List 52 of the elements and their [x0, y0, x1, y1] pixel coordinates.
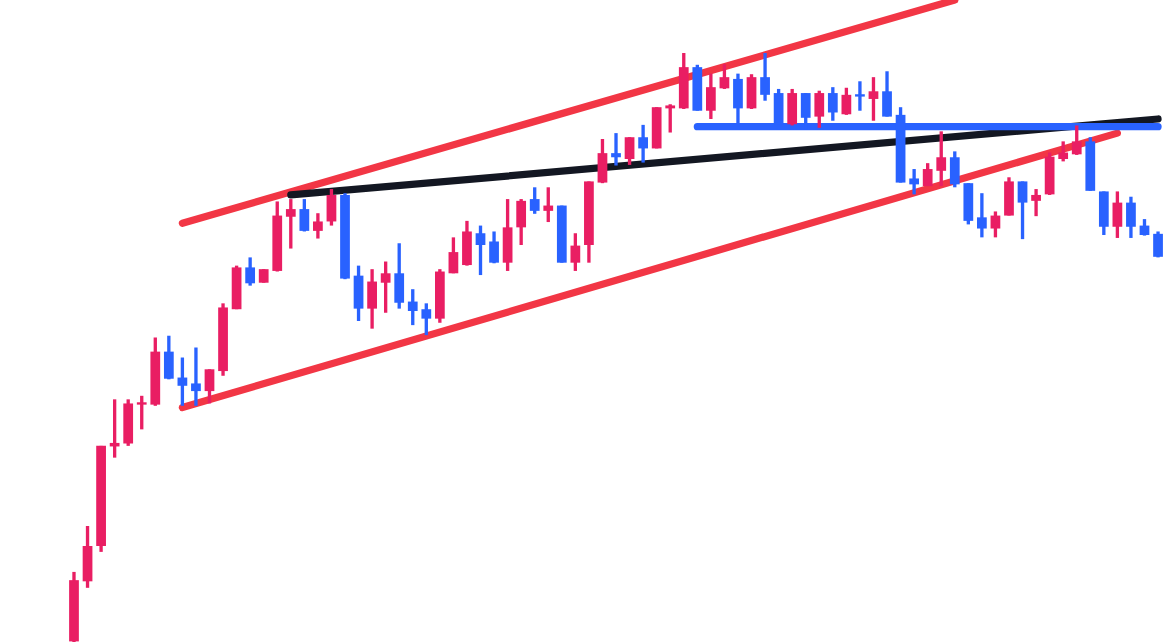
candlestick — [855, 79, 865, 113]
candlestick — [502, 197, 513, 273]
candlestick — [1004, 175, 1014, 218]
candlestick — [705, 71, 716, 121]
candlestick — [1031, 187, 1041, 218]
candlestick — [82, 524, 93, 590]
candlestick — [204, 367, 215, 406]
candlestick — [1112, 189, 1123, 240]
candlestick — [1071, 123, 1082, 157]
candlestick — [1098, 189, 1109, 237]
candlestick — [475, 223, 486, 277]
candlestick — [692, 63, 703, 113]
candlestick — [1126, 195, 1136, 240]
candlestick — [177, 355, 188, 408]
candlestick — [678, 51, 689, 111]
candlestick — [787, 87, 798, 128]
candlestick — [868, 75, 879, 123]
candlestick — [448, 235, 459, 275]
candlestick — [570, 231, 581, 273]
candlestick — [299, 197, 310, 234]
candlestick — [611, 131, 621, 168]
candlestick — [353, 263, 364, 323]
candlestick — [462, 219, 472, 268]
candlestick — [719, 62, 730, 91]
candlestick — [163, 334, 174, 381]
candlestick — [977, 191, 987, 240]
candlestick — [841, 86, 852, 117]
candlestick — [245, 255, 256, 288]
candlestick — [285, 197, 296, 251]
candlestick — [313, 211, 323, 241]
candlestick — [638, 123, 648, 165]
candlestick — [489, 229, 499, 265]
candlestick — [990, 209, 1001, 240]
candlestick — [597, 137, 608, 185]
candlestick — [394, 241, 405, 311]
candlestick — [909, 167, 919, 197]
candlestick — [191, 345, 201, 408]
candlestick — [529, 185, 540, 216]
candlestick — [814, 89, 825, 130]
candlestick — [380, 259, 391, 315]
candlestick — [231, 263, 242, 311]
candlestick — [760, 51, 770, 103]
candlestick — [367, 267, 377, 331]
candlestick — [434, 267, 445, 325]
candlestick — [326, 187, 337, 228]
candlestick — [624, 135, 635, 167]
candlestick — [1153, 229, 1163, 260]
candlestick — [543, 185, 554, 224]
candlestick — [882, 69, 892, 119]
candlestick — [1017, 179, 1028, 241]
candlestick — [746, 72, 757, 111]
candlestick — [516, 197, 527, 247]
